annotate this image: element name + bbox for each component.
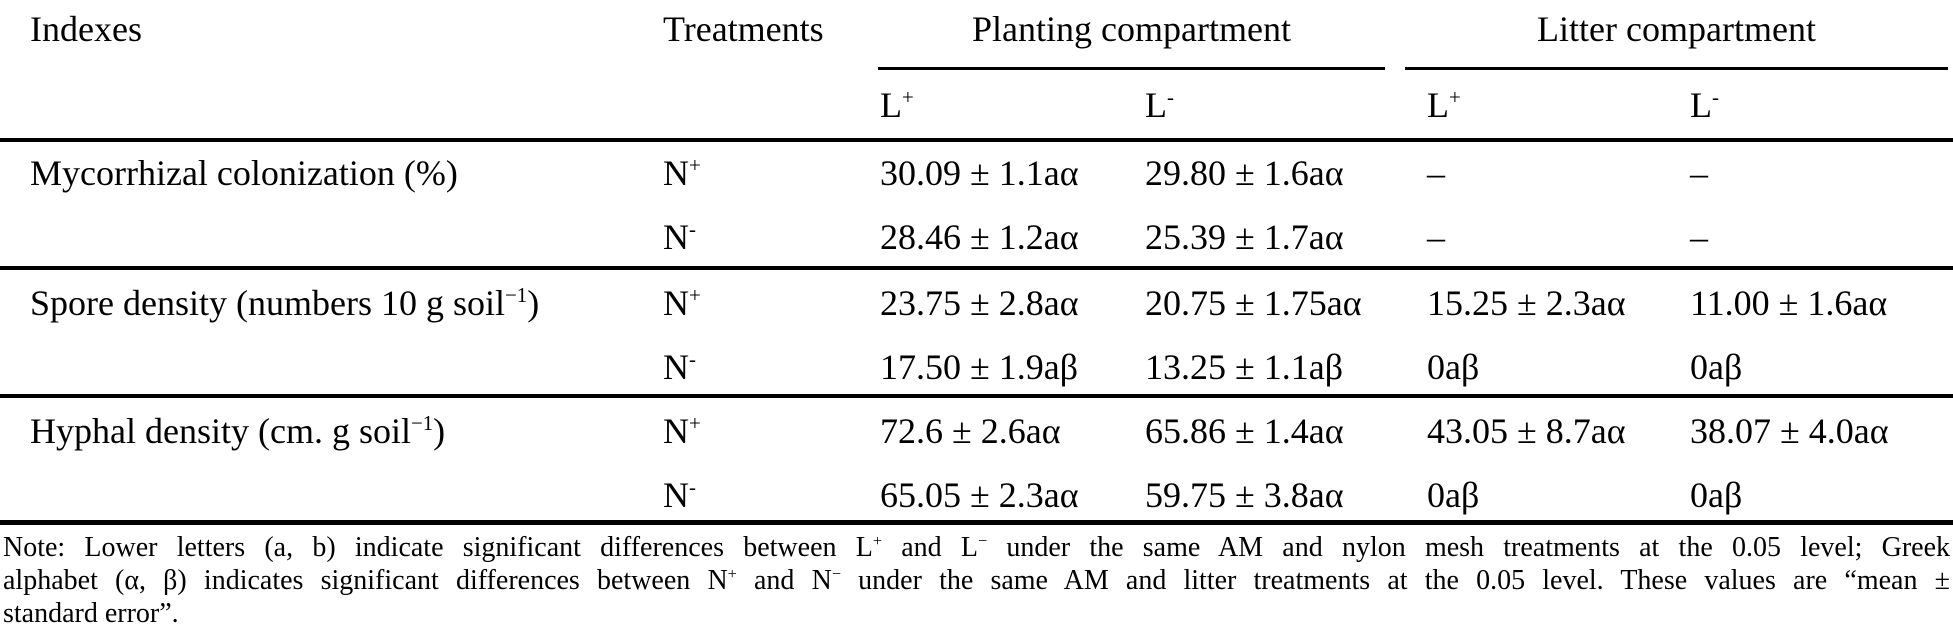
subheader-sup: + xyxy=(902,85,914,110)
note-line-2: alphabet (α, β) indicates significant di… xyxy=(3,564,1950,596)
value-cell: 11.00 ± 1.6aα xyxy=(1690,283,1888,323)
value-cell: 0aβ xyxy=(1690,475,1743,515)
treatment-cell: N- xyxy=(663,217,696,257)
value-cell: 59.75 ± 3.8aα xyxy=(1145,475,1344,515)
header-bottom-rule xyxy=(0,138,1953,142)
value-cell: – xyxy=(1690,217,1708,257)
value-cell: 15.25 ± 2.3aα xyxy=(1427,283,1626,323)
value-cell: 0aβ xyxy=(1690,347,1743,387)
row-index-hyphal-density: Hyphal density (cm. g soil−1) xyxy=(30,411,446,451)
header-planting-compartment: Planting compartment xyxy=(972,9,1291,49)
value-cell: – xyxy=(1690,153,1708,193)
treatment-cell: N+ xyxy=(663,283,701,323)
row-divider-rule-1 xyxy=(0,266,1953,270)
value-cell: 20.75 ± 1.75aα xyxy=(1145,283,1362,323)
treatment-cell: N+ xyxy=(663,411,701,451)
row-index-spore-density: Spore density (numbers 10 g soil−1) xyxy=(30,283,540,323)
subheader-sup: - xyxy=(1167,85,1174,110)
value-cell: – xyxy=(1427,217,1445,257)
subheader-litter-litter-plus: L+ xyxy=(1427,85,1461,126)
subheader-planting-litter-minus: L- xyxy=(1145,85,1174,126)
subheader-planting-litter-plus: L+ xyxy=(880,85,914,126)
value-cell: 28.46 ± 1.2aα xyxy=(880,217,1079,257)
note-line-3: standard error”. xyxy=(3,598,179,629)
value-cell: 17.50 ± 1.9aβ xyxy=(880,347,1079,387)
table-bottom-rule xyxy=(0,520,1953,525)
value-cell: 29.80 ± 1.6aα xyxy=(1145,153,1344,193)
subheader-litter-litter-minus: L- xyxy=(1690,85,1719,126)
planting-spanner-rule xyxy=(878,67,1385,70)
header-treatments: Treatments xyxy=(663,9,824,49)
treatment-cell: N- xyxy=(663,347,696,387)
treatment-cell: N- xyxy=(663,475,696,515)
treatment-cell: N+ xyxy=(663,153,701,193)
value-cell: – xyxy=(1427,153,1445,193)
subheader-label: L xyxy=(1427,85,1449,125)
row-divider-rule-2 xyxy=(0,394,1953,398)
subheader-sup: - xyxy=(1712,85,1719,110)
note-line-1: Note: Lower letters (a, b) indicate sign… xyxy=(3,531,1951,563)
subheader-label: L xyxy=(1145,85,1167,125)
value-cell: 13.25 ± 1.1aβ xyxy=(1145,347,1344,387)
value-cell: 25.39 ± 1.7aα xyxy=(1145,217,1344,257)
value-cell: 30.09 ± 1.1aα xyxy=(880,153,1079,193)
value-cell: 65.86 ± 1.4aα xyxy=(1145,411,1344,451)
value-cell: 72.6 ± 2.6aα xyxy=(880,411,1061,451)
value-cell: 38.07 ± 4.0aα xyxy=(1690,411,1889,451)
value-cell: 0aβ xyxy=(1427,347,1480,387)
litter-spanner-rule xyxy=(1405,67,1948,70)
subheader-sup: + xyxy=(1449,85,1461,110)
value-cell: 43.05 ± 8.7aα xyxy=(1427,411,1626,451)
value-cell: 0aβ xyxy=(1427,475,1480,515)
subheader-label: L xyxy=(1690,85,1712,125)
row-index-mycorrhizal-colonization: Mycorrhizal colonization (%) xyxy=(30,153,458,193)
header-indexes: Indexes xyxy=(30,9,142,49)
table-note: Note: Lower letters (a, b) indicate sign… xyxy=(3,531,1950,630)
value-cell: 65.05 ± 2.3aα xyxy=(880,475,1079,515)
subheader-label: L xyxy=(880,85,902,125)
value-cell: 23.75 ± 2.8aα xyxy=(880,283,1079,323)
header-litter-compartment: Litter compartment xyxy=(1537,9,1816,49)
